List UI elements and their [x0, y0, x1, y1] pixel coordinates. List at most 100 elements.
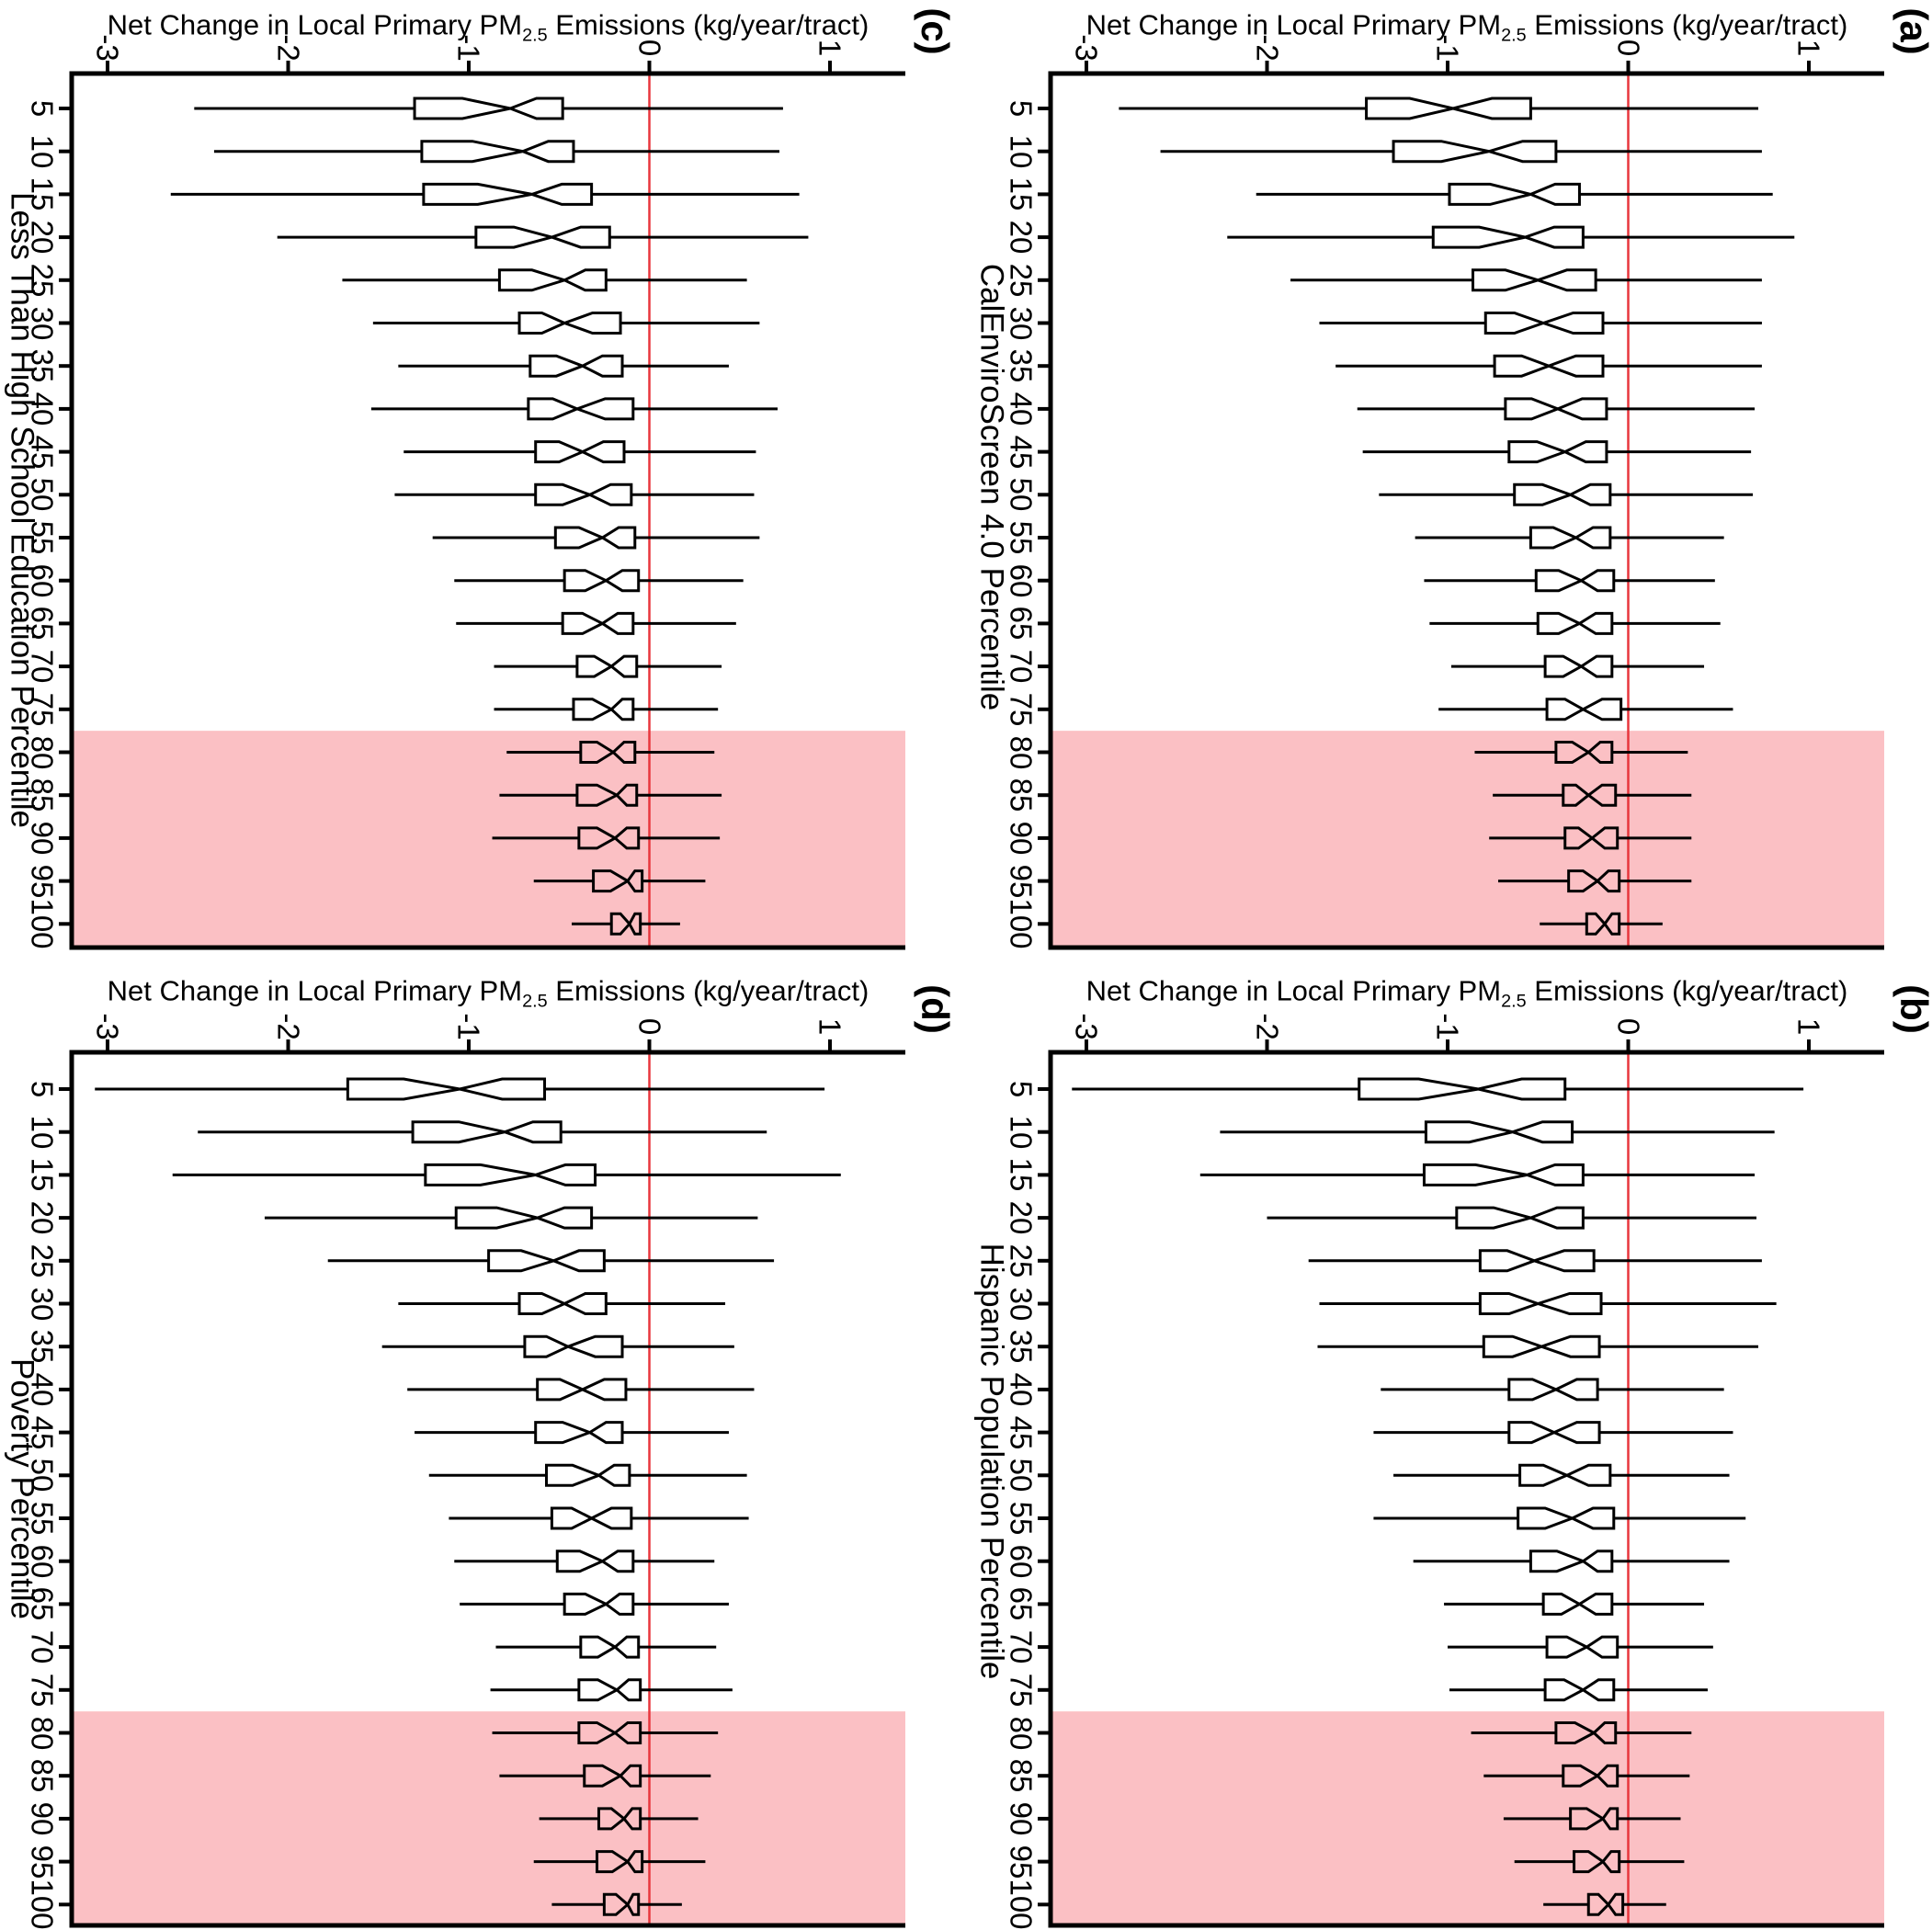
value-tick-label-1: 1: [813, 39, 847, 57]
boxplot-notched-box-p45: [534, 440, 626, 464]
category-label-10: 10: [25, 134, 60, 169]
boxplot-notched-box-p70: [575, 654, 639, 678]
value-tick-label--1: -1: [451, 34, 486, 62]
boxplot-notched-box-p75: [1545, 698, 1623, 721]
category-axis-title-panel-a: CalEnviroScreen 4.0 Percentile: [973, 263, 1010, 711]
boxplot-notched-box-p75: [572, 698, 635, 721]
panel-letter-a: (a): [1892, 7, 1932, 55]
boxplot-notched-box-p65: [563, 1592, 635, 1616]
panel-letter-b: (b): [1892, 984, 1932, 1034]
boxplot-notched-box-p20: [454, 1206, 594, 1230]
value-tick-label-0: 0: [632, 39, 666, 57]
boxplot-notched-box-p50: [534, 482, 633, 506]
value-tick-label-0: 0: [1611, 1017, 1645, 1036]
category-label-10: 10: [1004, 1115, 1039, 1150]
category-label-90: 90: [25, 821, 60, 856]
value-tick-label-0: 0: [1611, 39, 1645, 57]
boxplot-notched-box-p5: [346, 1077, 547, 1101]
boxplot-notched-box-p20: [1431, 225, 1585, 249]
value-tick-label-1: 1: [1791, 39, 1826, 57]
value-tick-label--2: -2: [1250, 34, 1284, 62]
category-label-70: 70: [1004, 649, 1039, 684]
boxplot-notched-box-p65: [561, 611, 635, 635]
category-label-65: 65: [1004, 1587, 1039, 1621]
category-label-60: 60: [1004, 563, 1039, 598]
category-label-50: 50: [25, 477, 60, 512]
title-text: Net Change in Local Primary PM: [1085, 8, 1502, 41]
boxplot-notched-box-p90: [597, 1807, 642, 1831]
category-label-20: 20: [1004, 220, 1039, 255]
boxplot-notched-box-p45: [1507, 1421, 1601, 1445]
category-label-80: 80: [1004, 735, 1039, 769]
category-label-45: 45: [1004, 435, 1039, 469]
boxplot-notched-box-p75: [1543, 1678, 1616, 1702]
category-label-60: 60: [25, 1544, 60, 1579]
boxplot-notched-box-p35: [523, 1334, 624, 1358]
category-label-55: 55: [25, 1501, 60, 1536]
value-tick-label--3: -3: [1069, 34, 1104, 62]
category-label-5: 5: [1004, 1080, 1039, 1098]
boxplot-notched-box-p45: [534, 1421, 624, 1445]
highlight-band-80-100: [72, 731, 905, 948]
value-tick-label--2: -2: [271, 1013, 305, 1040]
boxplot-notched-box-p55: [1517, 1506, 1616, 1530]
title-text: Net Change in Local Primary PM: [107, 974, 523, 1007]
boxplot-notched-box-p100: [609, 912, 642, 936]
boxplot-notched-box-p30: [1478, 1292, 1603, 1315]
boxplot-notched-box-p10: [1392, 140, 1558, 164]
category-label-40: 40: [1004, 1372, 1039, 1407]
boxplot-notched-box-p35: [528, 354, 624, 378]
boxplot-notched-box-p85: [583, 1764, 642, 1788]
title-text-rest: Emissions (kg/year/tract): [547, 974, 869, 1007]
category-label-20: 20: [1004, 1200, 1039, 1235]
title-subscript: 2.5: [522, 991, 548, 1012]
category-label-95: 95: [25, 864, 60, 898]
category-label-5: 5: [25, 99, 60, 118]
boxplot-notched-box-p60: [1529, 1550, 1614, 1573]
boxplot-notched-box-p85: [1562, 783, 1618, 807]
boxplot-notched-box-p30: [1483, 312, 1605, 335]
boxplot-notched-box-p100: [1585, 912, 1621, 936]
boxplot-notched-box-p85: [1562, 1764, 1619, 1788]
category-label-45: 45: [25, 1415, 60, 1449]
boxplot-notched-box-p65: [1541, 1592, 1614, 1616]
category-label-5: 5: [25, 1080, 60, 1098]
title-subscript: 2.5: [1501, 991, 1527, 1012]
boxplot-notched-box-p35: [1493, 354, 1605, 378]
boxplot-notched-box-p60: [555, 1550, 635, 1573]
category-label-100: 100: [1004, 898, 1039, 949]
boxplot-notched-box-p20: [1455, 1206, 1585, 1230]
category-label-55: 55: [25, 520, 60, 555]
category-label-35: 35: [1004, 1329, 1039, 1364]
category-label-20: 20: [25, 220, 60, 255]
boxplot-notched-box-p25: [497, 268, 608, 292]
boxplot-notched-box-p30: [517, 1292, 608, 1315]
category-label-90: 90: [25, 1801, 60, 1836]
title-text-rest: Emissions (kg/year/tract): [547, 8, 869, 41]
boxplot-notched-box-p70: [579, 1635, 641, 1659]
boxplot-notched-box-p95: [1567, 869, 1621, 893]
boxplot-notched-box-p15: [424, 1163, 597, 1186]
category-label-40: 40: [25, 1372, 60, 1407]
category-label-55: 55: [1004, 1501, 1039, 1536]
category-label-30: 30: [25, 306, 60, 340]
boxplot-notched-box-p15: [1422, 1163, 1585, 1186]
boxplot-notched-box-p55: [1529, 526, 1612, 550]
category-label-30: 30: [1004, 1287, 1039, 1321]
category-label-75: 75: [25, 1673, 60, 1708]
title-text-rest: Emissions (kg/year/tract): [1526, 8, 1848, 41]
highlight-band-80-100: [1051, 1711, 1884, 1925]
boxplot-notched-box-p25: [1472, 268, 1597, 292]
value-axis-title-bottom-right: Net Change in Local Primary PM2.5 Emissi…: [1086, 974, 1848, 1012]
category-label-80: 80: [1004, 1716, 1039, 1750]
category-label-85: 85: [25, 1758, 60, 1793]
boxplot-notched-box-p55: [550, 1506, 633, 1530]
category-label-90: 90: [1004, 1801, 1039, 1836]
category-label-80: 80: [25, 735, 60, 769]
value-tick-label-1: 1: [813, 1017, 847, 1036]
boxplot-notched-box-p50: [544, 1463, 631, 1487]
title-text: Net Change in Local Primary PM: [107, 8, 523, 41]
boxplot-notched-box-p5: [1365, 96, 1532, 120]
title-text: Net Change in Local Primary PM: [1085, 974, 1502, 1007]
